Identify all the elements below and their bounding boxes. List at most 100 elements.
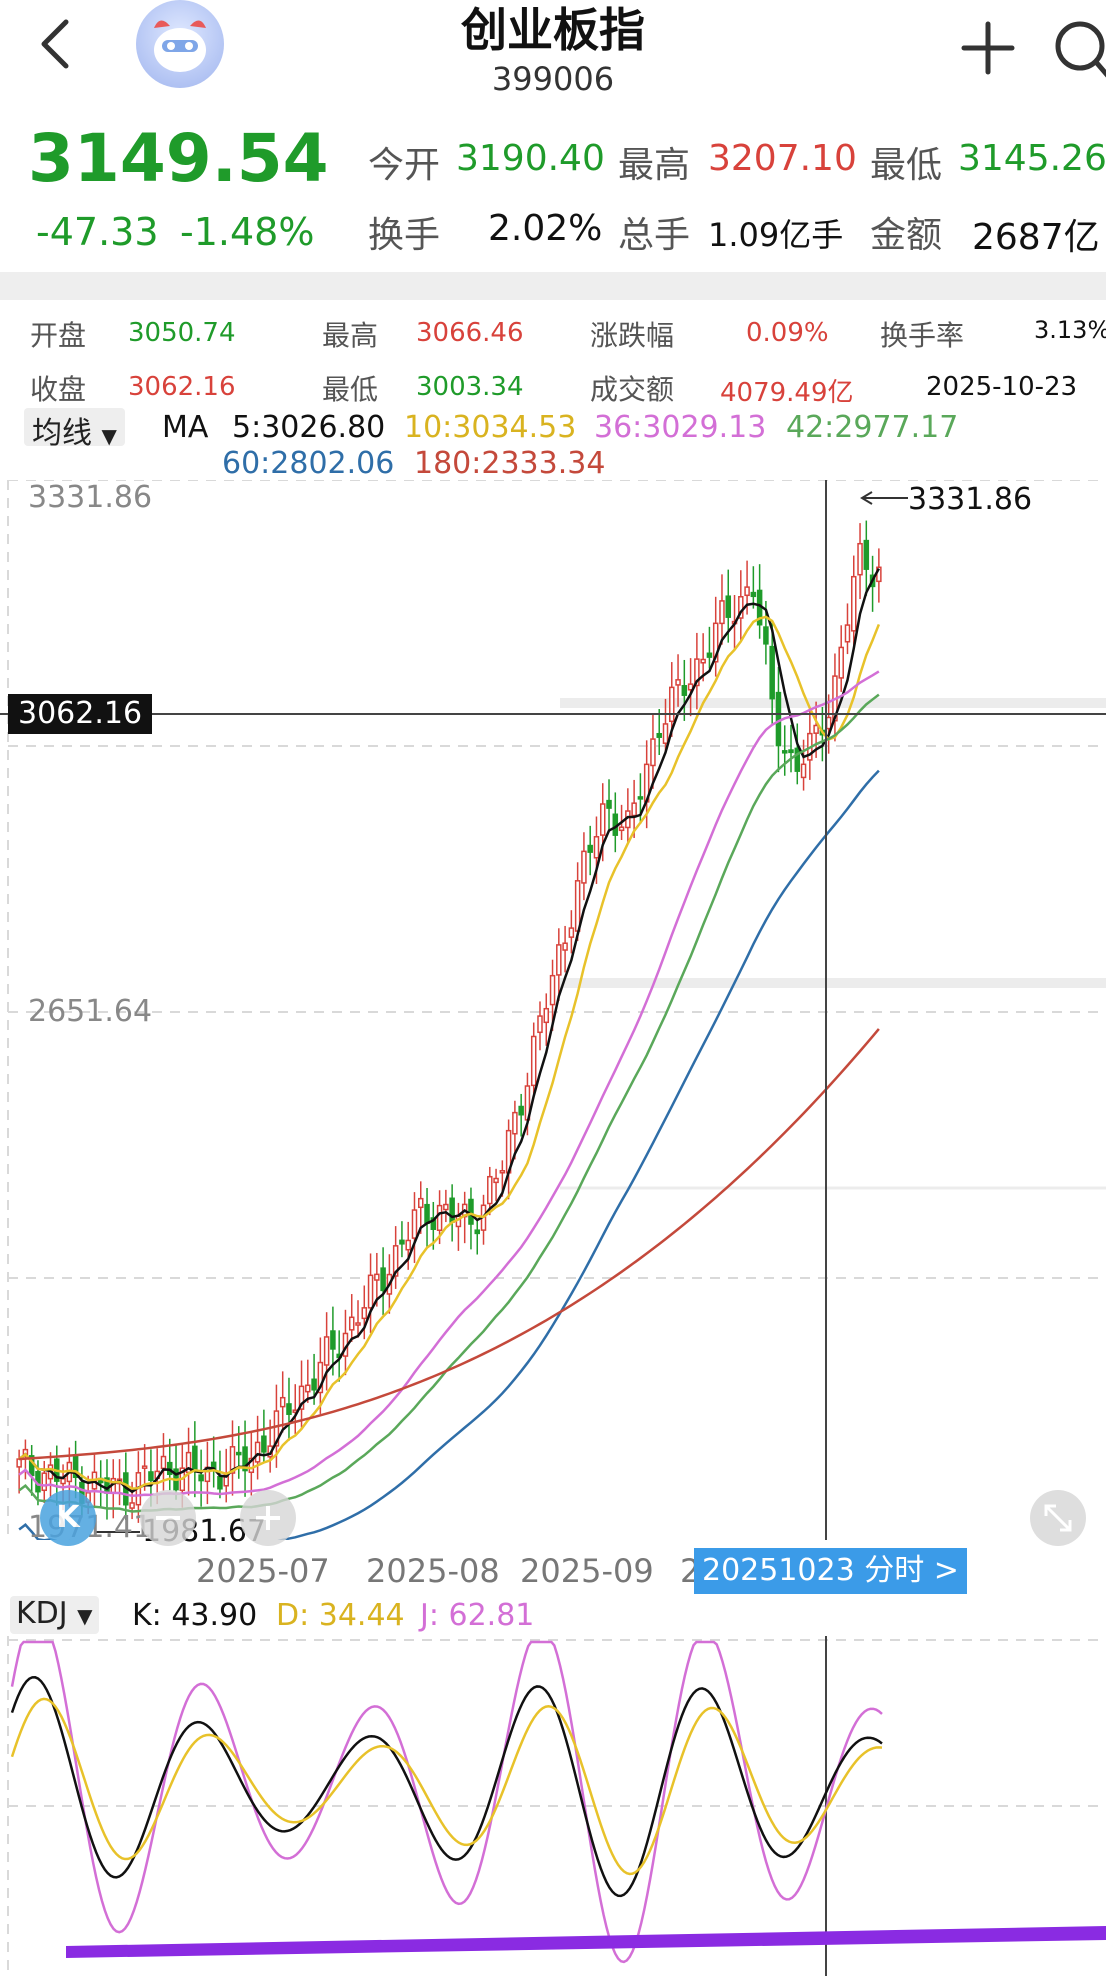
x-axis-label: 2025-09 (520, 1552, 654, 1590)
candle-body (744, 586, 750, 597)
candle-body (706, 652, 713, 658)
candle-body (487, 1175, 493, 1205)
volume-value: 1.09亿手 (708, 216, 844, 254)
kdj-d-value: D: 34.44 (276, 1598, 405, 1633)
candle-body (543, 1007, 550, 1024)
kdj-j-value: J: 62.81 (420, 1598, 535, 1633)
candle-body (129, 1502, 135, 1509)
ma-selector-label: 均线 (32, 416, 92, 451)
open-value: 3190.40 (456, 138, 605, 179)
candle-body (593, 836, 600, 859)
candle-body (493, 1177, 499, 1184)
kdj-k-line (10, 1676, 883, 1898)
candle-body (217, 1476, 223, 1490)
candle-body (562, 942, 568, 951)
candle-body (512, 1111, 518, 1135)
candle-body (60, 1477, 66, 1485)
candle-body (549, 974, 556, 1006)
mascot-icon[interactable] (136, 0, 224, 88)
price-change-pct: -1.48% (180, 210, 315, 254)
day-turnover-label: 换手率 (880, 319, 965, 352)
kline-svg (0, 480, 1106, 1540)
kdj-selector-label: KDJ (16, 1596, 68, 1631)
day-high-value: 3066.46 (416, 318, 524, 348)
candle-body (229, 1446, 236, 1474)
candle-body (261, 1435, 267, 1453)
candle-body (599, 803, 606, 836)
kdj-chart[interactable] (0, 1636, 1106, 1976)
kline-chart[interactable]: 3331.86 2651.64 1971.41 3062.16 3331.86 … (0, 480, 1106, 1549)
expand-icon[interactable] (1030, 1490, 1086, 1546)
candle-body (311, 1378, 317, 1391)
candle-body (518, 1105, 524, 1116)
candle-body (581, 850, 587, 884)
ma-prefix: MA (162, 410, 209, 445)
band (560, 978, 1106, 988)
candle-body (537, 1015, 543, 1034)
kdj-lines (10, 1640, 883, 1964)
x-axis-label: 2025-07 (196, 1552, 330, 1590)
amount-value: 2687亿 (972, 217, 1100, 258)
candle-body (775, 691, 782, 747)
candle-body (631, 802, 637, 817)
ma10-value: 10:3034.53 (404, 410, 577, 445)
kdj-legend: KDJ ▼ K: 43.90 D: 34.44 J: 62.81 (0, 1594, 1106, 1640)
candle-body (813, 724, 819, 734)
candle-body (568, 927, 575, 938)
candle-body (160, 1455, 167, 1470)
back-icon[interactable] (34, 14, 78, 74)
day-low-value: 3003.34 (416, 372, 524, 402)
ma5-line (18, 568, 880, 1494)
day-info-panel: 开盘 3050.74 最高 3066.46 涨跌幅 0.09% 换手率 3.13… (0, 300, 1106, 410)
max-marker-arrowhead (860, 491, 873, 505)
candle-body (637, 796, 644, 800)
candle-body (530, 1035, 537, 1087)
plus-icon[interactable] (240, 1490, 296, 1546)
day-close-label: 收盘 (30, 373, 87, 406)
candle-body (662, 723, 669, 744)
candle-body (279, 1396, 286, 1408)
candle-body (788, 749, 794, 754)
candle-body (286, 1403, 292, 1415)
candle-body (141, 1465, 148, 1469)
candle-body (348, 1316, 355, 1331)
y-axis-mid: 2651.64 (28, 994, 153, 1029)
k-badge-label: K (56, 1500, 80, 1535)
candle-body (474, 1229, 480, 1235)
turnover-value: 2.02% (488, 208, 603, 249)
candle-body (41, 1472, 47, 1492)
candle-body (236, 1451, 242, 1456)
plus-icon[interactable] (958, 18, 1018, 78)
candle-body (323, 1336, 330, 1366)
x-axis-label: 2025-08 (366, 1552, 500, 1590)
chevron-down-icon: ▼ (77, 1604, 93, 1628)
candle-body (719, 600, 725, 625)
candle-body (675, 679, 681, 686)
candle-body (430, 1217, 437, 1230)
max-marker-label: 3331.86 (908, 482, 1033, 517)
candle-body (851, 575, 857, 632)
tooltip-intraday-link[interactable]: 20251023 分时 > (694, 1548, 967, 1594)
day-date: 2025-10-23 (926, 372, 1078, 402)
candle-body (242, 1446, 248, 1472)
ma5-value: 5:3026.80 (232, 410, 386, 445)
current-price: 3149.54 (28, 120, 329, 197)
candle-body (367, 1274, 374, 1309)
divider (0, 272, 1106, 300)
kdj-d-line (10, 1697, 883, 1876)
day-amount-label: 成交额 (590, 373, 675, 406)
candle-body (436, 1204, 443, 1231)
k-badge[interactable]: K (40, 1490, 96, 1546)
kdj-selector[interactable]: KDJ ▼ (10, 1596, 99, 1634)
day-low-label: 最低 (322, 373, 379, 406)
minus-icon[interactable] (140, 1490, 196, 1546)
candle-body (800, 763, 807, 779)
candle-body (769, 645, 775, 700)
search-icon[interactable] (1050, 14, 1106, 84)
ma-selector[interactable]: 均线 ▼ (24, 408, 125, 451)
candle-body (700, 658, 706, 664)
day-open-value: 3050.74 (128, 318, 236, 348)
open-label: 今开 (368, 145, 441, 186)
crosshair-price-label: 3062.16 (8, 694, 153, 734)
ma36-line (18, 670, 880, 1498)
